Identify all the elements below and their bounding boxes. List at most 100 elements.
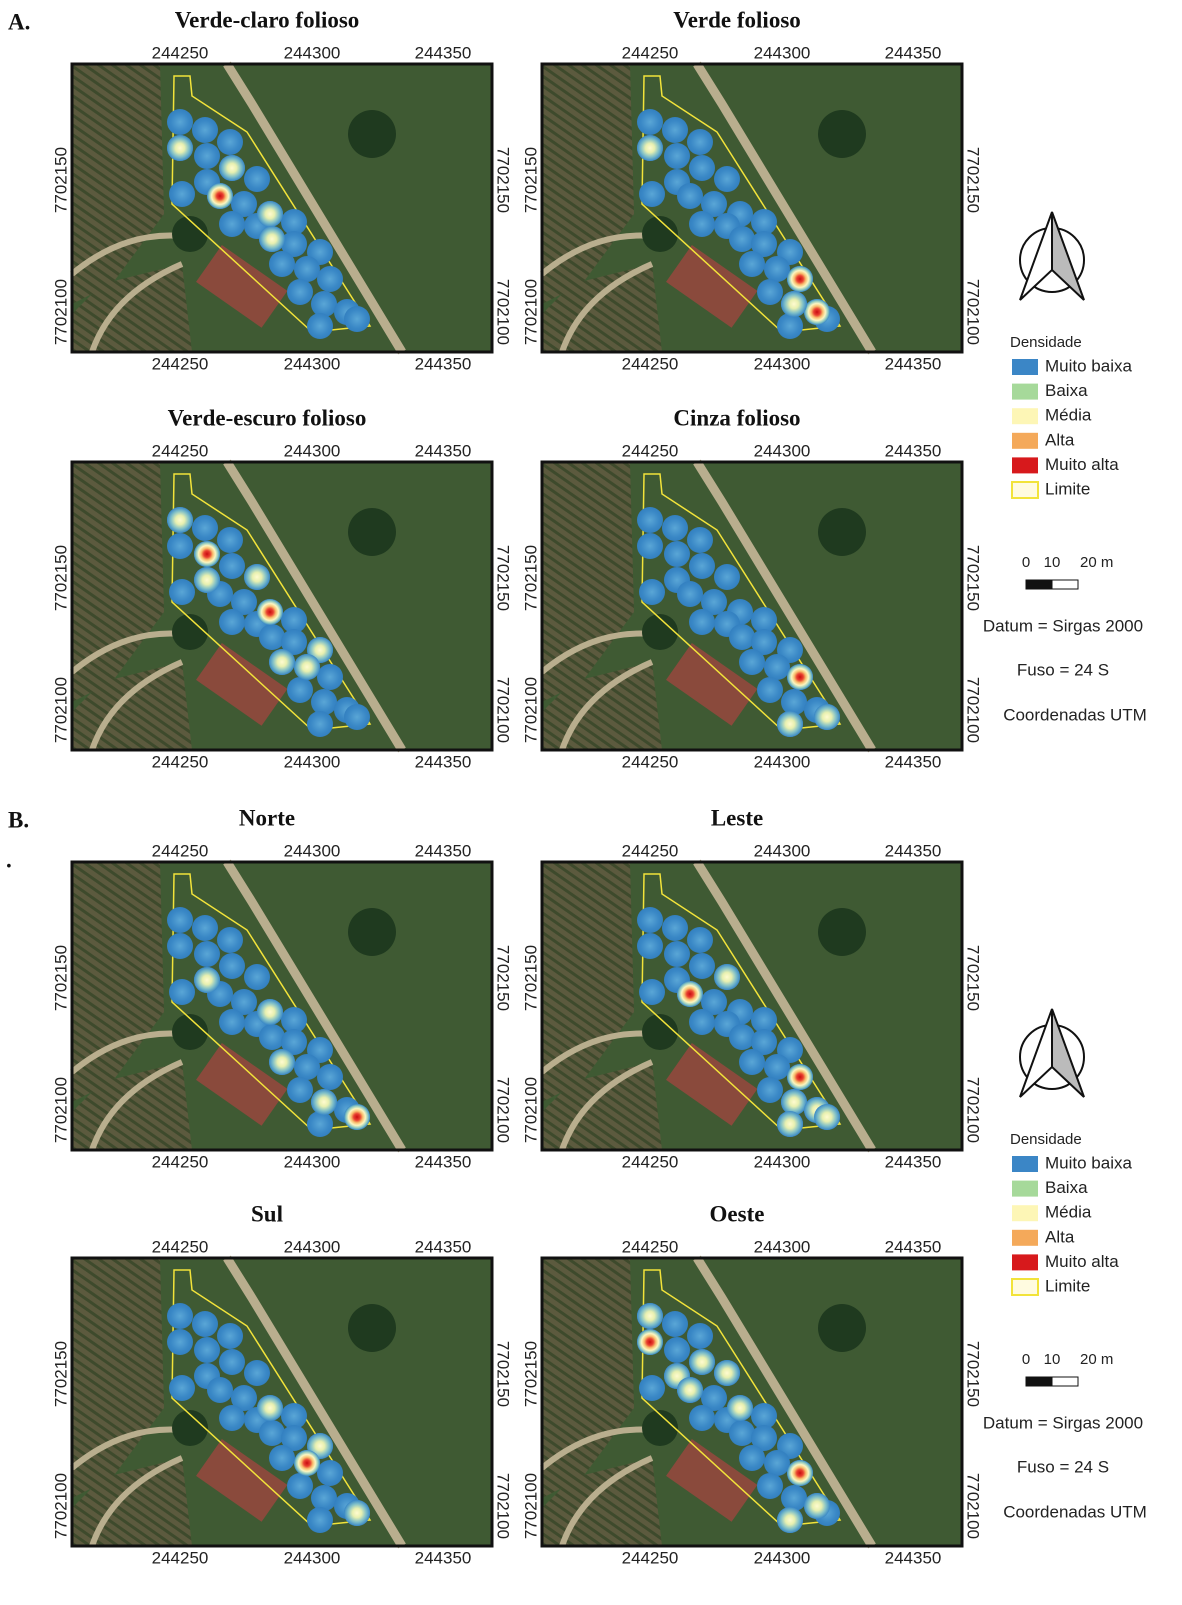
density-blob — [689, 1405, 715, 1431]
density-blob — [217, 527, 243, 553]
density-blob — [307, 313, 333, 339]
density-blob — [764, 654, 790, 680]
scale-bar-black — [1026, 1377, 1052, 1386]
y-tick-label: 7702100 — [964, 677, 983, 743]
density-blob — [781, 1485, 807, 1511]
density-blob — [219, 211, 245, 237]
density-blob — [207, 1377, 233, 1403]
scale-bar-black — [1026, 580, 1052, 589]
density-blob — [192, 915, 218, 941]
x-tick-label: 244300 — [754, 43, 811, 62]
fuso: Fuso = 24 S — [1017, 1457, 1109, 1476]
density-hotspot — [207, 183, 233, 209]
density-hotspot — [167, 135, 193, 161]
datum: Datum = Sirgas 2000 — [983, 616, 1143, 635]
density-hotspot — [777, 1507, 803, 1533]
legend-swatch — [1012, 1230, 1038, 1246]
density-blob — [259, 1420, 285, 1446]
legend-label: Média — [1045, 1203, 1092, 1222]
density-blob — [764, 1054, 790, 1080]
y-tick-label: 7702100 — [51, 1473, 70, 1539]
x-tick-label: 244350 — [415, 1152, 472, 1171]
x-tick-label: 244300 — [754, 1548, 811, 1567]
density-blob — [269, 1445, 295, 1471]
density-hotspot — [727, 1395, 753, 1421]
density-blob — [167, 109, 193, 135]
density-blob — [217, 1323, 243, 1349]
density-blob — [637, 109, 663, 135]
density-hotspot — [787, 664, 813, 690]
density-blob — [689, 609, 715, 635]
density-blob — [739, 1445, 765, 1471]
density-hotspot — [244, 564, 270, 590]
legend-label: Muito baixa — [1045, 1153, 1132, 1172]
density-hotspot — [257, 599, 283, 625]
legend-label: Muito baixa — [1045, 356, 1132, 375]
scale-label: 20 m — [1080, 1351, 1113, 1368]
density-hotspot — [294, 1450, 320, 1476]
density-blob — [311, 689, 337, 715]
section-label: A. — [8, 9, 30, 34]
legend-swatch — [1012, 359, 1038, 375]
north-arrow — [1020, 212, 1084, 300]
x-tick-label: 244250 — [622, 354, 679, 373]
map-panel — [72, 1258, 492, 1546]
density-blob — [294, 1054, 320, 1080]
density-blob — [307, 1507, 333, 1533]
x-tick-label: 244350 — [885, 354, 942, 373]
density-hotspot — [689, 1349, 715, 1375]
trees — [818, 1304, 866, 1352]
panel-title: Verde-claro folioso — [175, 7, 360, 32]
legend-swatch — [1012, 482, 1038, 498]
density-blob — [662, 515, 688, 541]
density-blob — [169, 979, 195, 1005]
density-hotspot — [257, 1395, 283, 1421]
density-blob — [194, 143, 220, 169]
density-blob — [729, 1420, 755, 1446]
density-hotspot — [194, 567, 220, 593]
y-tick-label: 7702150 — [51, 545, 70, 611]
legend-label: Baixa — [1045, 381, 1088, 400]
scale-bar-white — [1052, 1377, 1078, 1386]
y-tick-label: 7702100 — [494, 1077, 513, 1143]
x-tick-label: 244300 — [754, 441, 811, 460]
panel-title: Leste — [711, 805, 763, 830]
x-tick-label: 244300 — [754, 752, 811, 771]
density-blob — [287, 677, 313, 703]
density-blob — [687, 129, 713, 155]
x-tick-label: 244350 — [885, 1237, 942, 1256]
legend-title: Densidade — [1010, 334, 1082, 351]
legend-label: Média — [1045, 406, 1092, 425]
density-blob — [194, 941, 220, 967]
density-blob — [294, 256, 320, 282]
density-hotspot — [804, 1493, 830, 1519]
density-hotspot — [777, 1111, 803, 1137]
section-label: B. — [8, 807, 29, 832]
density-hotspot — [344, 1500, 370, 1526]
density-blob — [729, 624, 755, 650]
density-blob — [639, 979, 665, 1005]
y-tick-label: 7702100 — [51, 279, 70, 345]
y-tick-label: 7702150 — [521, 945, 540, 1011]
y-tick-label: 7702150 — [494, 945, 513, 1011]
scale-label: 0 — [1022, 554, 1030, 571]
legend-label: Alta — [1045, 430, 1075, 449]
density-blob — [167, 907, 193, 933]
density-blob — [687, 927, 713, 953]
legend-swatch — [1012, 384, 1038, 400]
legend-swatch — [1012, 457, 1038, 473]
map-panel — [542, 462, 962, 750]
x-tick-label: 244350 — [415, 752, 472, 771]
legend-swatch — [1012, 1279, 1038, 1295]
density-blob — [167, 1329, 193, 1355]
y-tick-label: 7702150 — [51, 1341, 70, 1407]
y-tick-label: 7702100 — [521, 1473, 540, 1539]
x-tick-label: 244350 — [415, 1548, 472, 1567]
x-tick-label: 244350 — [885, 1548, 942, 1567]
density-blob — [639, 181, 665, 207]
density-blob — [757, 677, 783, 703]
scale-label: 10 — [1044, 1351, 1061, 1368]
density-blob — [307, 1111, 333, 1137]
x-tick-label: 244350 — [415, 441, 472, 460]
density-hotspot — [814, 704, 840, 730]
